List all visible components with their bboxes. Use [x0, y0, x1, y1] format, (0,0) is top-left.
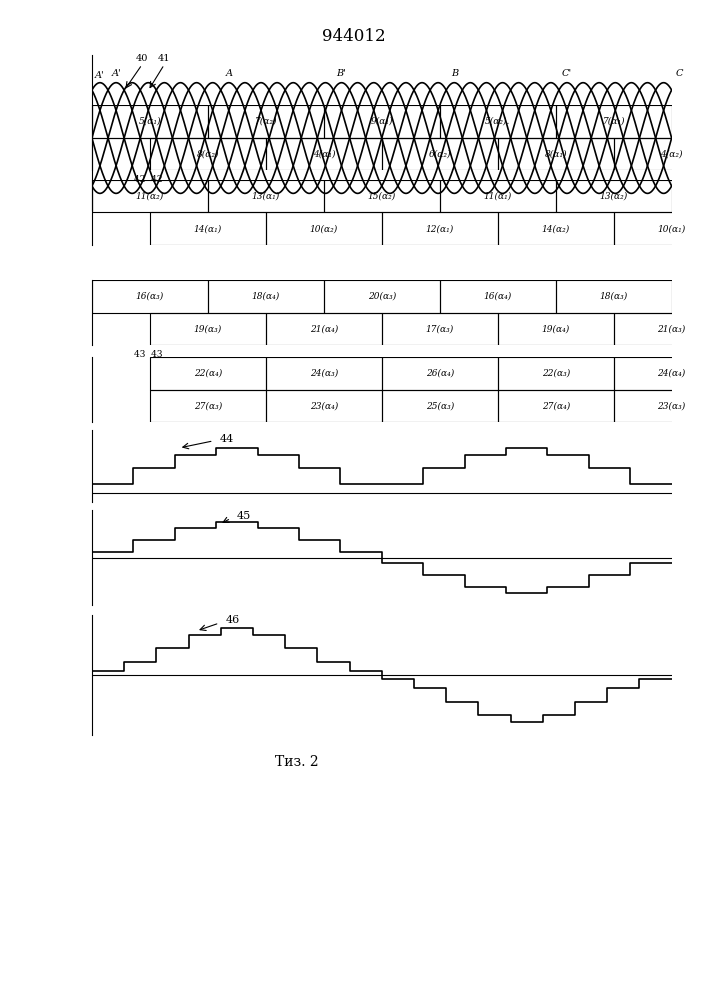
Text: 27(α₃): 27(α₃)	[194, 401, 222, 410]
Text: 25(α₃): 25(α₃)	[426, 401, 454, 410]
Text: 16(α₃): 16(α₃)	[136, 292, 164, 301]
Text: A: A	[226, 69, 233, 78]
Text: 26(α₄): 26(α₄)	[426, 369, 454, 378]
Text: 5(α₂).: 5(α₂).	[485, 117, 510, 126]
Text: C: C	[676, 69, 684, 78]
Text: Τиз. 2: Τиз. 2	[275, 755, 319, 769]
Text: 16(α₄): 16(α₄)	[484, 292, 512, 301]
Text: 10(α₂): 10(α₂)	[310, 224, 338, 233]
Text: 8(α₂): 8(α₂)	[197, 149, 219, 158]
Text: 12(α₁): 12(α₁)	[426, 224, 454, 233]
Text: 9(α₁): 9(α₁)	[370, 117, 393, 126]
Text: 42  42: 42 42	[134, 175, 163, 184]
Text: 11(α₁): 11(α₁)	[484, 192, 512, 201]
Text: 46: 46	[226, 615, 240, 625]
Text: A': A'	[111, 69, 121, 78]
Text: 23(α₄): 23(α₄)	[310, 401, 338, 410]
Text: 14(α₁): 14(α₁)	[194, 224, 222, 233]
Text: 17(α₃): 17(α₃)	[426, 324, 454, 333]
Text: 19(α₄): 19(α₄)	[542, 324, 570, 333]
Text: 20(α₃): 20(α₃)	[368, 292, 396, 301]
Text: 22(α₄): 22(α₄)	[194, 369, 222, 378]
Text: 23(α₃): 23(α₃)	[658, 401, 686, 410]
Text: 5(α₁): 5(α₁)	[139, 117, 161, 126]
Text: 8(α₁): 8(α₁)	[544, 149, 567, 158]
Text: 4(α₂): 4(α₂)	[660, 149, 683, 158]
Text: 14(α₂): 14(α₂)	[542, 224, 570, 233]
Text: 45: 45	[237, 511, 251, 521]
Text: 21(α₃): 21(α₃)	[658, 324, 686, 333]
Text: 24(α₃): 24(α₃)	[310, 369, 338, 378]
Text: 40: 40	[136, 54, 148, 63]
Text: 18(α₄): 18(α₄)	[252, 292, 280, 301]
Text: 11(α₂): 11(α₂)	[136, 192, 164, 201]
Text: 21(α₄): 21(α₄)	[310, 324, 338, 333]
Text: 15(α₂): 15(α₂)	[368, 192, 396, 201]
Text: 22(α₃): 22(α₃)	[542, 369, 570, 378]
Text: 10(α₁): 10(α₁)	[658, 224, 686, 233]
Text: 19(α₃): 19(α₃)	[194, 324, 222, 333]
Text: 43  43: 43 43	[134, 350, 163, 359]
Text: B': B'	[337, 69, 346, 78]
Text: 18(α₃): 18(α₃)	[600, 292, 628, 301]
Text: 13(α₂): 13(α₂)	[600, 192, 628, 201]
Text: 6(α₂): 6(α₂)	[428, 149, 451, 158]
Text: B: B	[450, 69, 458, 78]
Text: 7(α₁): 7(α₁)	[602, 117, 625, 126]
Text: A': A'	[95, 71, 105, 80]
Text: 27(α₄): 27(α₄)	[542, 401, 570, 410]
Text: C': C'	[562, 69, 572, 78]
Text: 13(α₁): 13(α₁)	[252, 192, 280, 201]
Text: 41: 41	[158, 54, 170, 63]
Text: 7(α₂): 7(α₂)	[255, 117, 277, 126]
Text: 44: 44	[219, 434, 234, 444]
Text: 944012: 944012	[322, 28, 385, 45]
Text: 4(α₁): 4(α₁)	[312, 149, 335, 158]
Text: 24(α₄): 24(α₄)	[658, 369, 686, 378]
